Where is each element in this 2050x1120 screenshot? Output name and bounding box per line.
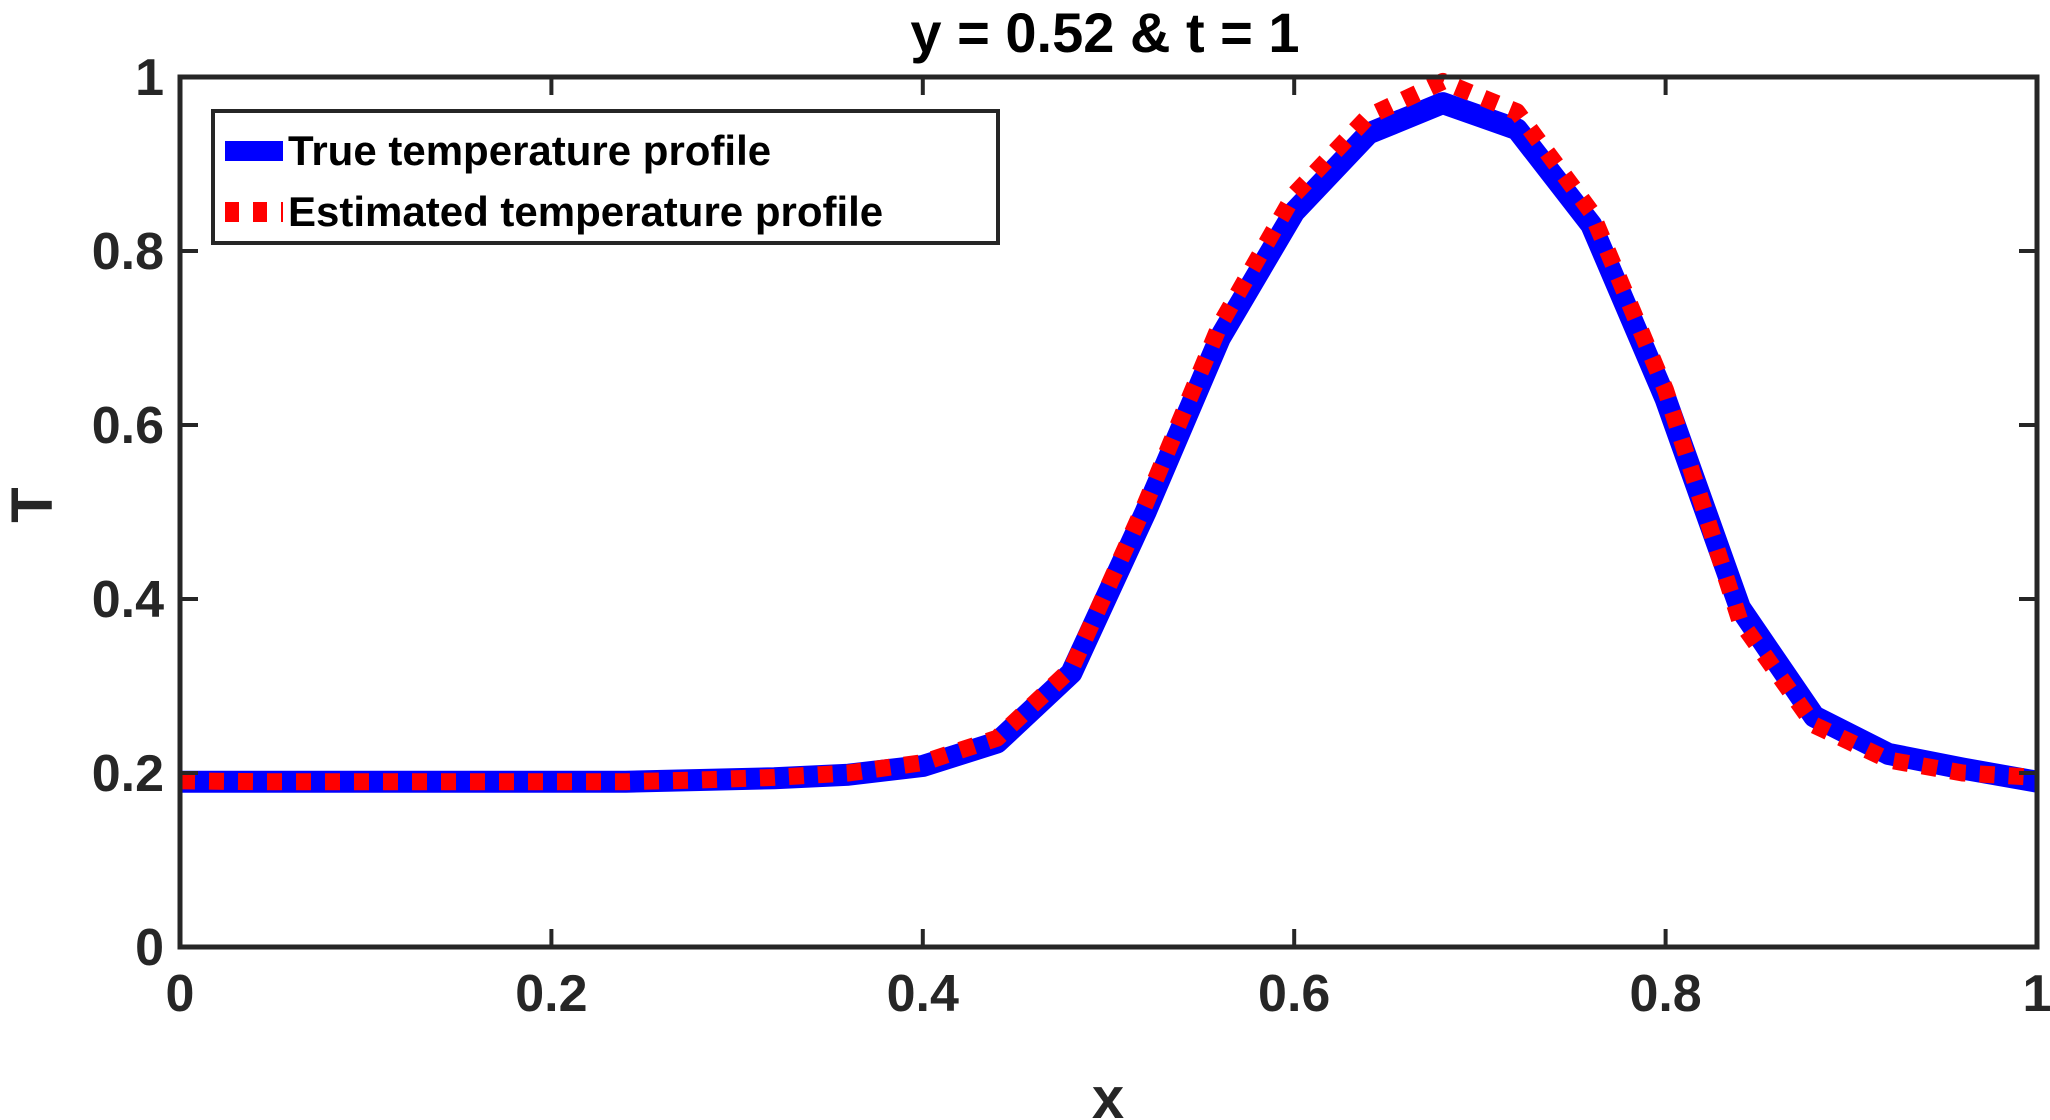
x-tick-label: 0.2 — [515, 965, 587, 1023]
plot-area-frame — [177, 74, 2040, 950]
y-tick-label: 0 — [135, 919, 164, 977]
y-tick-label: 0.6 — [92, 397, 164, 455]
legend-label-true: True temperature profile — [288, 127, 771, 174]
x-tick-label: 0.6 — [1258, 965, 1330, 1023]
legend-label-estimated: Estimated temperature profile — [288, 188, 883, 235]
series-line-true — [180, 92, 2039, 793]
series-line-estimated — [179, 72, 2038, 791]
legend: True temperature profile Estimated tempe… — [211, 109, 1000, 245]
x-axis-label: x — [1092, 1066, 1124, 1120]
x-tick-label: 0.8 — [1629, 965, 1701, 1023]
y-tick-label: 0.2 — [92, 745, 164, 803]
chart-title: y = 0.52 & t = 1 — [910, 1, 1299, 64]
x-tick-label: 0.4 — [887, 965, 959, 1023]
series-layer — [179, 72, 2039, 793]
y-tick-label: 0.4 — [92, 571, 164, 629]
legend-box — [211, 109, 1000, 245]
y-axis-label: T — [0, 487, 65, 522]
y-tick-label: 0.8 — [92, 223, 164, 281]
ticks-layer: 0 0.2 0.4 0.6 0.8 1 0 0.2 0.4 0.6 0.8 1 — [92, 49, 2050, 1023]
x-tick-label: 0 — [166, 965, 195, 1023]
x-tick-label: 1 — [2023, 965, 2050, 1023]
y-tick-label: 1 — [135, 49, 164, 107]
